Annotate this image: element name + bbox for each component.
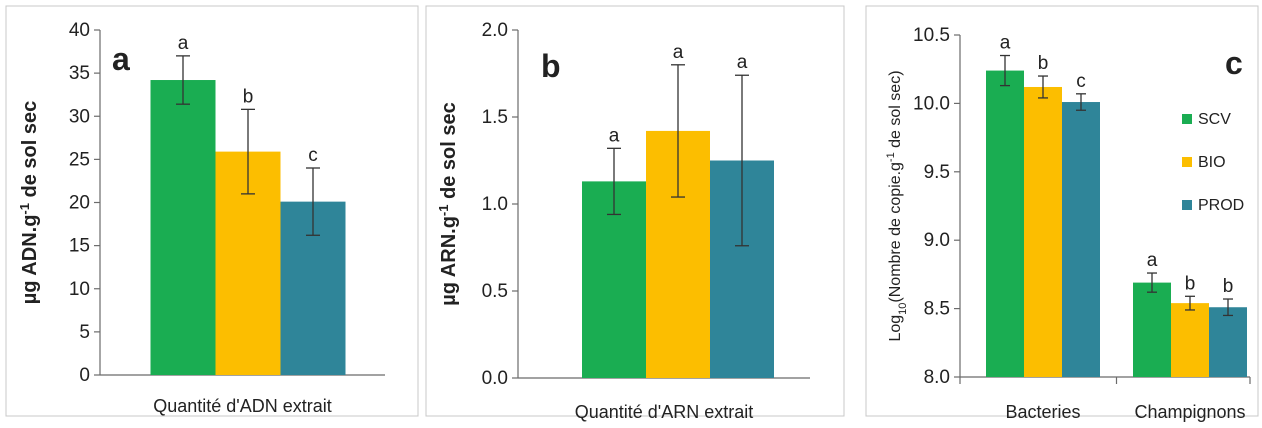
panel-frame	[865, 5, 1259, 417]
significance-label: c	[308, 145, 318, 166]
bar-scv	[150, 80, 216, 376]
legend-label: SCV	[1198, 111, 1231, 128]
significance-label: b	[1185, 273, 1196, 294]
significance-label: a	[673, 42, 684, 63]
y-tick-label: 1.5	[482, 107, 508, 128]
y-tick-label: 30	[69, 106, 90, 127]
x-category-label: Bacteries	[1005, 402, 1080, 422]
significance-label: a	[1147, 250, 1158, 271]
y-axis-title: µg ADN.g-1 de sol sec	[17, 101, 42, 305]
y-tick-label: 15	[69, 236, 90, 257]
y-tick-label: 8.5	[924, 299, 950, 320]
y-axis-title: µg ARN.g-1 de sol sec	[436, 102, 461, 306]
y-tick-label: 5	[79, 322, 90, 343]
panel-frame	[5, 5, 419, 417]
panel-letter: c	[1225, 45, 1243, 81]
x-axis-title: Quantité d'ADN extrait	[153, 396, 332, 416]
y-tick-label: 9.0	[924, 230, 950, 251]
y-tick-label: 10	[69, 279, 90, 300]
significance-label: a	[609, 125, 620, 146]
y-tick-label: 40	[69, 20, 90, 41]
bar-scv	[1133, 282, 1171, 377]
y-tick-label: 35	[69, 63, 90, 84]
y-tick-label: 1.0	[482, 194, 508, 215]
legend: SCV BIO PROD	[1182, 111, 1244, 214]
y-tick-label: 0.5	[482, 281, 508, 302]
panel-letter: a	[112, 41, 130, 77]
y-tick-label: 9.5	[924, 162, 950, 183]
chart-panel-a: 0 5 10 15 20 25 30 35 40 a b c Quantité d'ADN extrai…	[5, 5, 419, 417]
y-tick-label: 20	[69, 193, 90, 214]
y-tick-label: 2.0	[482, 20, 508, 41]
bar-bio	[1171, 303, 1209, 377]
significance-label: a	[737, 52, 748, 73]
chart-panel-b: 0.0 0.5 1.0 1.5 2.0 a a a Quantité d'ARN extrait…	[425, 5, 845, 422]
y-tick-label: 0	[79, 365, 90, 386]
legend-label: PROD	[1198, 197, 1244, 214]
bar-bio	[1024, 86, 1062, 377]
significance-label: b	[243, 86, 254, 107]
legend-label: BIO	[1198, 154, 1226, 171]
significance-label: b	[1223, 276, 1234, 297]
panel-frame	[425, 5, 845, 417]
x-category-label: Champignons	[1134, 402, 1245, 422]
legend-swatch-bio	[1182, 157, 1192, 167]
y-axis-title: Log10(Nombre de copie.g-1 de sol sec)	[885, 70, 909, 341]
y-tick-label: 10.0	[913, 93, 950, 114]
bar-prod	[1209, 307, 1247, 377]
bar-prod	[1062, 102, 1100, 378]
significance-label: a	[178, 33, 189, 54]
chart-panel-c: 8.0 8.5 9.0 9.5 10.0 10.5 a b c Bacteries a b b Champ…	[865, 5, 1259, 422]
x-axis-title: Quantité d'ARN extrait	[575, 402, 754, 422]
legend-swatch-scv	[1182, 114, 1192, 124]
legend-swatch-prod	[1182, 200, 1192, 210]
panel-letter: b	[541, 48, 561, 84]
significance-label: a	[1000, 33, 1011, 54]
y-tick-label: 10.5	[913, 25, 950, 46]
significance-label: c	[1076, 71, 1086, 92]
y-tick-label: 8.0	[924, 367, 950, 388]
significance-label: b	[1038, 53, 1049, 74]
y-tick-label: 25	[69, 149, 90, 170]
y-tick-label: 0.0	[482, 368, 508, 389]
bar-scv	[986, 70, 1024, 378]
